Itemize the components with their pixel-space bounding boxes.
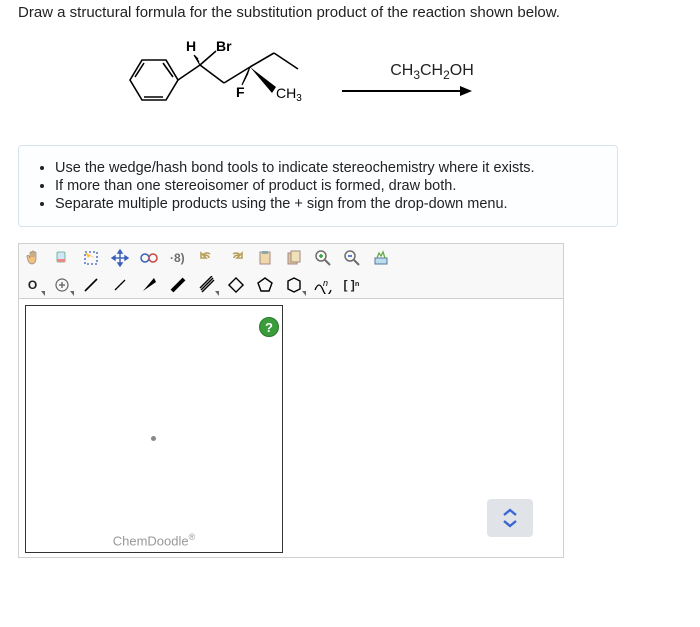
single-bond-tool[interactable] bbox=[77, 273, 104, 297]
ring6-tool[interactable] bbox=[280, 273, 307, 297]
undo-tool[interactable] bbox=[193, 246, 220, 270]
marquee-tool[interactable] bbox=[77, 246, 104, 270]
bold-bond-tool[interactable] bbox=[164, 273, 191, 297]
hand-tool[interactable] bbox=[19, 246, 46, 270]
svg-text:·8): ·8) bbox=[170, 251, 185, 265]
reagent-label: CH3CH2OH bbox=[342, 62, 522, 82]
expand-button[interactable] bbox=[487, 499, 533, 537]
toolbar-row-1: ·8) bbox=[18, 243, 564, 271]
atom-placeholder-dot bbox=[151, 436, 156, 441]
drawing-canvas[interactable]: ChemDoodle® bbox=[25, 305, 283, 553]
instruction-item: If more than one stereoisomer of product… bbox=[55, 178, 603, 194]
redo-tool[interactable] bbox=[222, 246, 249, 270]
glasses-tool[interactable] bbox=[135, 246, 162, 270]
charge-tool[interactable] bbox=[48, 273, 75, 297]
atom-tool[interactable]: O bbox=[19, 273, 46, 297]
help-button[interactable]: ? bbox=[259, 317, 279, 337]
chain-tool[interactable]: n bbox=[309, 273, 336, 297]
move-tool[interactable] bbox=[106, 246, 133, 270]
label-F: F bbox=[236, 84, 245, 100]
wedge-bond-tool[interactable] bbox=[135, 273, 162, 297]
recessed-bond-tool[interactable] bbox=[106, 273, 133, 297]
canvas-region: ChemDoodle® ? bbox=[18, 298, 564, 558]
instructions-box: Use the wedge/hash bond tools to indicat… bbox=[18, 145, 618, 227]
copy-tool[interactable] bbox=[280, 246, 307, 270]
multi-bond-tool[interactable] bbox=[193, 273, 220, 297]
eraser-tool[interactable] bbox=[48, 246, 75, 270]
bracket-tool[interactable]: [ ]ⁿ bbox=[338, 273, 365, 297]
reaction-scheme: H Br F CH3 bbox=[108, 35, 682, 125]
zoom-out-tool[interactable] bbox=[338, 246, 365, 270]
zoom-in-tool[interactable] bbox=[309, 246, 336, 270]
instruction-item: Use the wedge/hash bond tools to indicat… bbox=[55, 160, 603, 176]
instruction-item: Separate multiple products using the + s… bbox=[55, 196, 603, 212]
reagent-arrow: CH3CH2OH bbox=[342, 62, 522, 98]
question-text: Draw a structural formula for the substi… bbox=[18, 4, 682, 21]
reactant-structure: H Br F CH3 bbox=[108, 35, 318, 125]
label-Br: Br bbox=[216, 38, 232, 54]
label-H: H bbox=[186, 38, 196, 54]
clean-tool[interactable] bbox=[367, 246, 394, 270]
label-CH3: CH3 bbox=[276, 85, 302, 104]
paste-tool[interactable] bbox=[251, 246, 278, 270]
ring3-tool[interactable] bbox=[222, 273, 249, 297]
svg-text:n: n bbox=[323, 278, 328, 288]
chemdoodle-label: ChemDoodle® bbox=[26, 532, 282, 548]
ring5-tool[interactable] bbox=[251, 273, 278, 297]
lasso-tool[interactable]: ·8) bbox=[164, 246, 191, 270]
structure-editor: ·8) On [ ]ⁿ ChemDoodle® ? bbox=[18, 243, 564, 558]
toolbar-row-2: On [ ]ⁿ bbox=[18, 271, 564, 298]
